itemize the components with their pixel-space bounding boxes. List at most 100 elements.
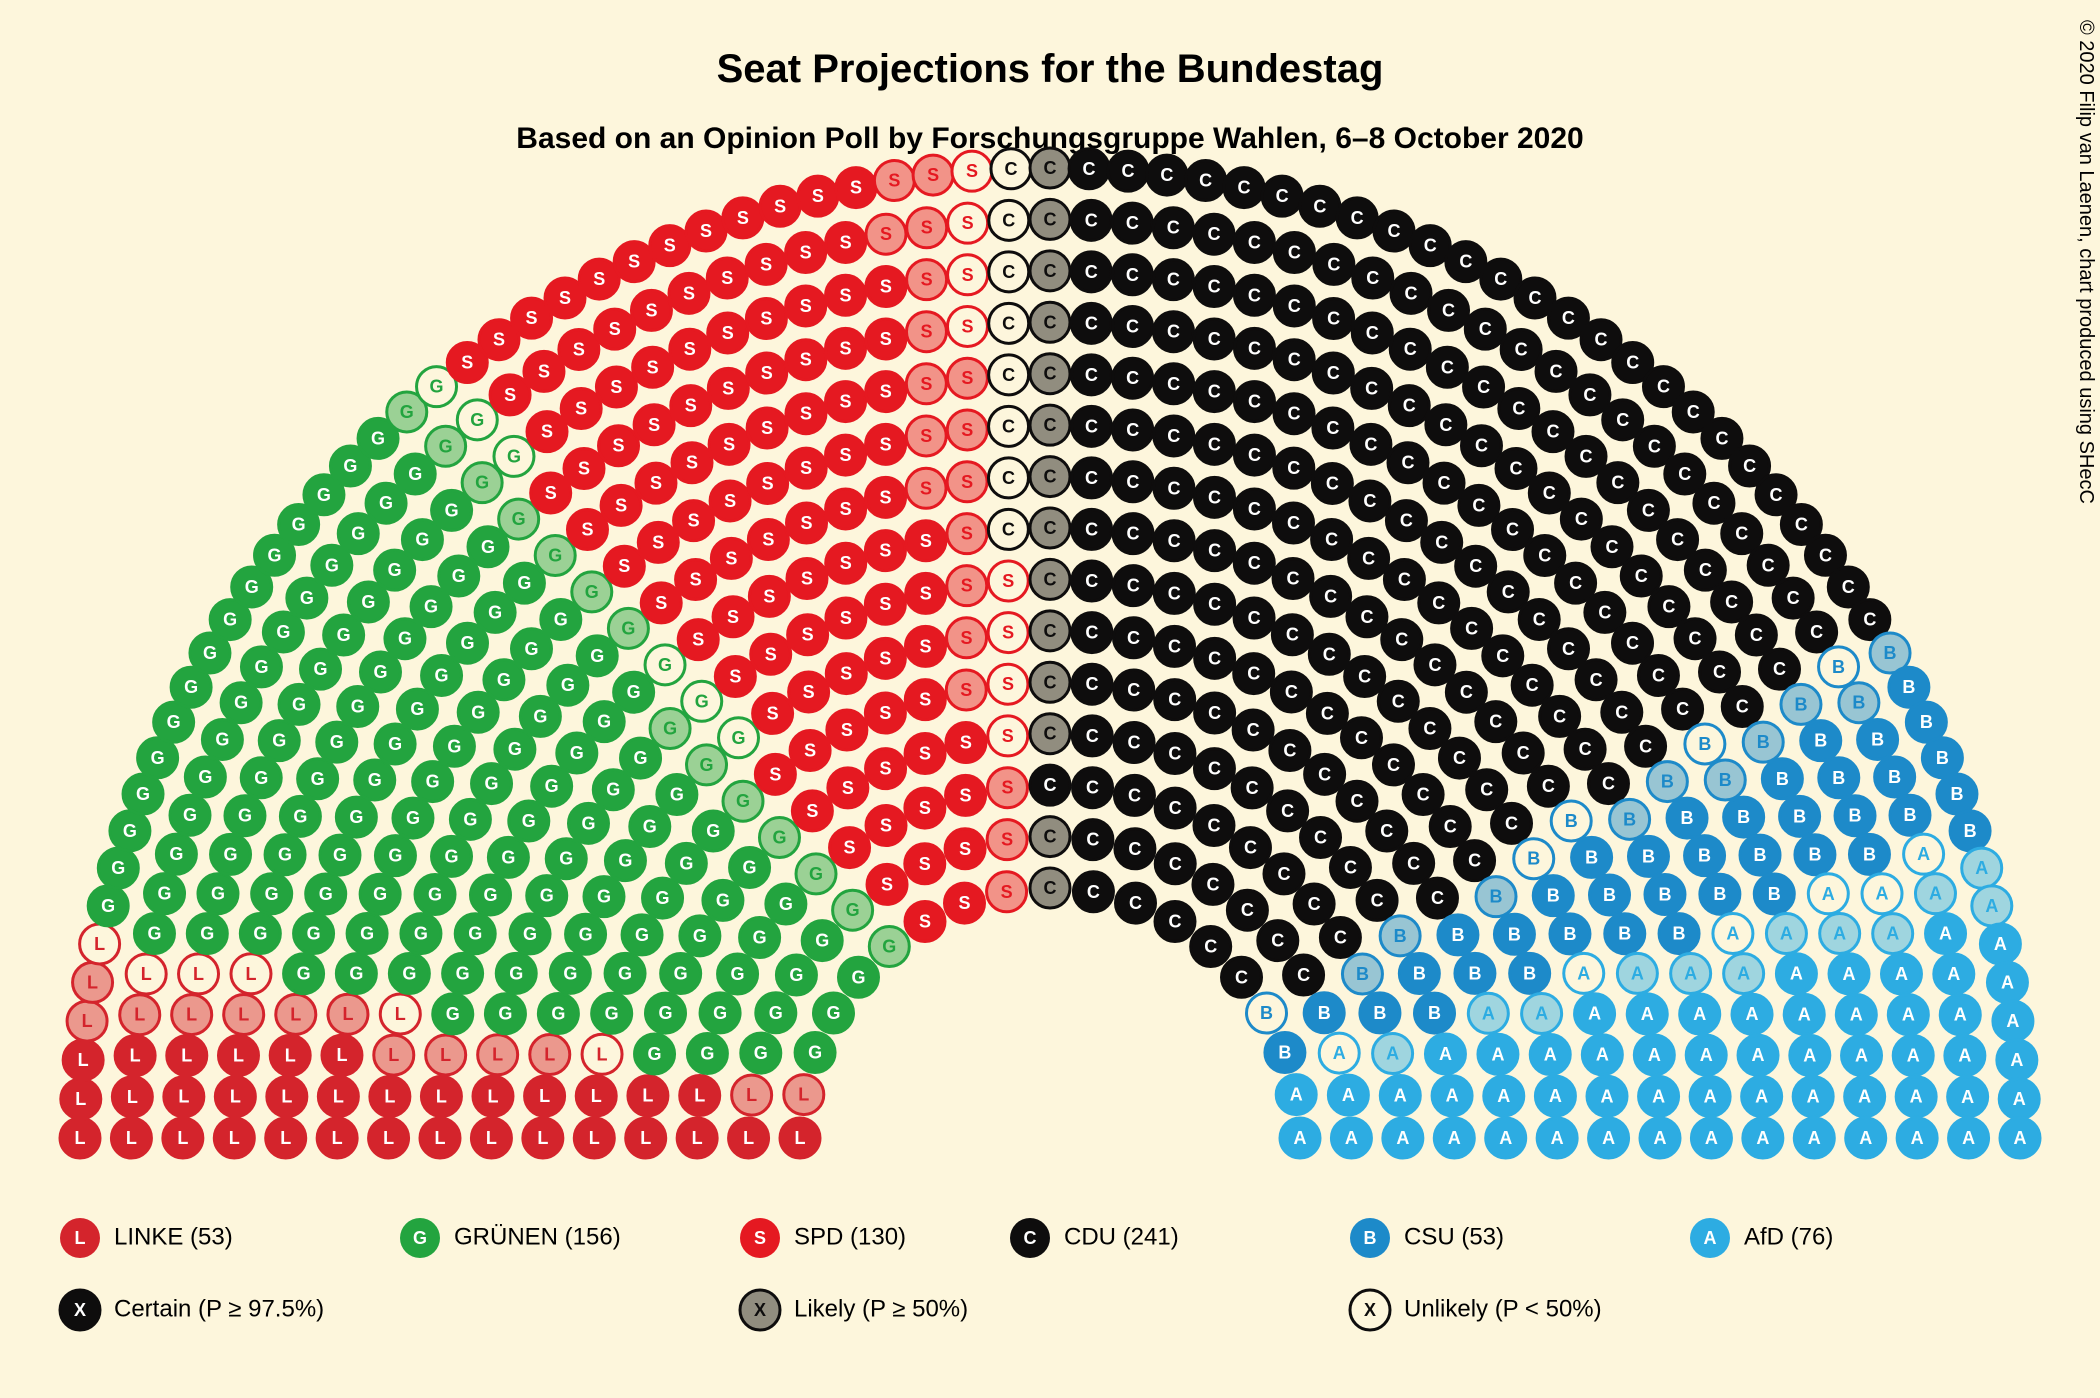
svg-text:S: S xyxy=(920,322,932,342)
seat-linke: L xyxy=(478,1035,518,1075)
svg-text:A: A xyxy=(1947,964,1960,984)
seat-linke: L xyxy=(80,924,120,964)
svg-text:C: C xyxy=(1639,736,1652,756)
svg-text:C: C xyxy=(1606,537,1619,557)
seat-cdu: C xyxy=(1685,550,1725,590)
seat-cdu: C xyxy=(1273,559,1313,599)
svg-text:C: C xyxy=(1657,377,1670,397)
svg-text:C: C xyxy=(1085,416,1098,436)
seat-cdu: C xyxy=(1233,710,1273,750)
seat-cdu: C xyxy=(1114,723,1154,763)
svg-text:C: C xyxy=(1044,364,1057,384)
seat-afd: A xyxy=(1993,1001,2033,1041)
svg-text:A: A xyxy=(1693,1004,1706,1024)
svg-text:G: G xyxy=(238,806,252,826)
seat-spd: S xyxy=(947,358,987,398)
svg-text:C: C xyxy=(1355,728,1368,748)
seat-cdu: C xyxy=(1234,222,1274,262)
svg-text:C: C xyxy=(1325,530,1338,550)
seat-linke: L xyxy=(67,1001,107,1041)
svg-text:G: G xyxy=(371,428,385,448)
seat-csu: B xyxy=(1667,798,1707,838)
seat-spd: S xyxy=(749,576,789,616)
svg-text:B: B xyxy=(1356,964,1369,984)
svg-text:A: A xyxy=(1345,1128,1358,1148)
seat-gruenen: G xyxy=(265,835,305,875)
seat-spd: S xyxy=(711,538,751,578)
seat-linke: L xyxy=(426,1035,466,1075)
seat-gruenen: G xyxy=(566,914,606,954)
svg-text:C: C xyxy=(1475,436,1488,456)
svg-text:S: S xyxy=(880,759,892,779)
svg-text:G: G xyxy=(200,924,214,944)
svg-text:G: G xyxy=(670,785,684,805)
seat-cdu: C xyxy=(989,355,1029,395)
svg-text:C: C xyxy=(1002,313,1015,333)
seat-afd: A xyxy=(1945,1036,1985,1076)
seat-afd: A xyxy=(1738,1035,1778,1075)
seat-cdu: C xyxy=(1430,807,1470,847)
svg-text:A: A xyxy=(1843,964,1856,984)
seat-cdu: C xyxy=(1570,375,1610,415)
legend-label: CDU (241) xyxy=(1064,1223,1179,1250)
svg-text:C: C xyxy=(1002,365,1015,385)
svg-text:G: G xyxy=(779,894,793,914)
seat-spd: S xyxy=(866,806,906,846)
seat-gruenen: G xyxy=(138,738,178,778)
svg-text:C: C xyxy=(1002,262,1015,282)
legend-label: SPD (130) xyxy=(794,1223,906,1250)
seat-spd: S xyxy=(944,883,984,923)
seat-afd: A xyxy=(1845,1077,1885,1117)
seat-cdu: C xyxy=(1314,299,1354,339)
svg-text:L: L xyxy=(193,964,204,984)
svg-text:L: L xyxy=(342,1004,353,1024)
svg-text:G: G xyxy=(351,697,365,717)
svg-text:B: B xyxy=(1768,884,1781,904)
seat-cdu: C xyxy=(1113,514,1153,554)
svg-text:C: C xyxy=(1208,487,1221,507)
svg-text:L: L xyxy=(127,1087,138,1107)
svg-text:B: B xyxy=(1618,924,1631,944)
svg-text:C: C xyxy=(1044,569,1057,589)
svg-text:G: G xyxy=(297,964,311,984)
svg-text:C: C xyxy=(1598,602,1611,622)
svg-text:C: C xyxy=(1327,309,1340,329)
svg-text:C: C xyxy=(1288,243,1301,263)
seat-cdu: C xyxy=(1476,702,1516,742)
svg-text:G: G xyxy=(648,1044,662,1064)
seat-cdu: C xyxy=(1603,400,1643,440)
svg-text:S: S xyxy=(578,458,590,478)
seat-afd: A xyxy=(1589,1118,1629,1158)
svg-text:L: L xyxy=(694,1085,705,1105)
svg-text:G: G xyxy=(658,655,672,675)
legend-label: CSU (53) xyxy=(1404,1223,1504,1250)
seat-cdu: C xyxy=(1194,424,1234,464)
seat-spd: S xyxy=(952,151,992,191)
svg-text:G: G xyxy=(481,537,495,557)
svg-text:L: L xyxy=(798,1085,809,1105)
seat-cdu: C xyxy=(1071,355,1111,395)
svg-text:A: A xyxy=(1746,1004,1759,1024)
svg-text:B: B xyxy=(1563,924,1576,944)
seat-gruenen: G xyxy=(447,623,487,663)
svg-text:C: C xyxy=(1351,791,1364,811)
hemicycle-chart: Seat Projections for the BundestagBased … xyxy=(0,0,2100,1398)
seat-cdu: C xyxy=(1195,531,1235,571)
svg-text:A: A xyxy=(1705,1128,1718,1148)
svg-text:S: S xyxy=(610,377,622,397)
seat-linke: L xyxy=(677,1118,717,1158)
seat-linke: L xyxy=(215,1077,255,1117)
seat-spd: S xyxy=(866,372,906,412)
seat-csu: B xyxy=(1476,877,1516,917)
svg-text:C: C xyxy=(1773,659,1786,679)
seat-gruenen: G xyxy=(450,799,490,839)
svg-text:S: S xyxy=(761,363,773,383)
seat-cdu: C xyxy=(1072,458,1112,498)
svg-text:A: A xyxy=(1588,1004,1601,1024)
svg-text:C: C xyxy=(1288,350,1301,370)
seat-cdu: C xyxy=(1234,328,1274,368)
seat-spd: S xyxy=(708,313,748,353)
seat-afd: A xyxy=(1808,874,1848,914)
seat-cdu: C xyxy=(1154,364,1194,404)
seat-cdu: C xyxy=(1264,854,1304,894)
